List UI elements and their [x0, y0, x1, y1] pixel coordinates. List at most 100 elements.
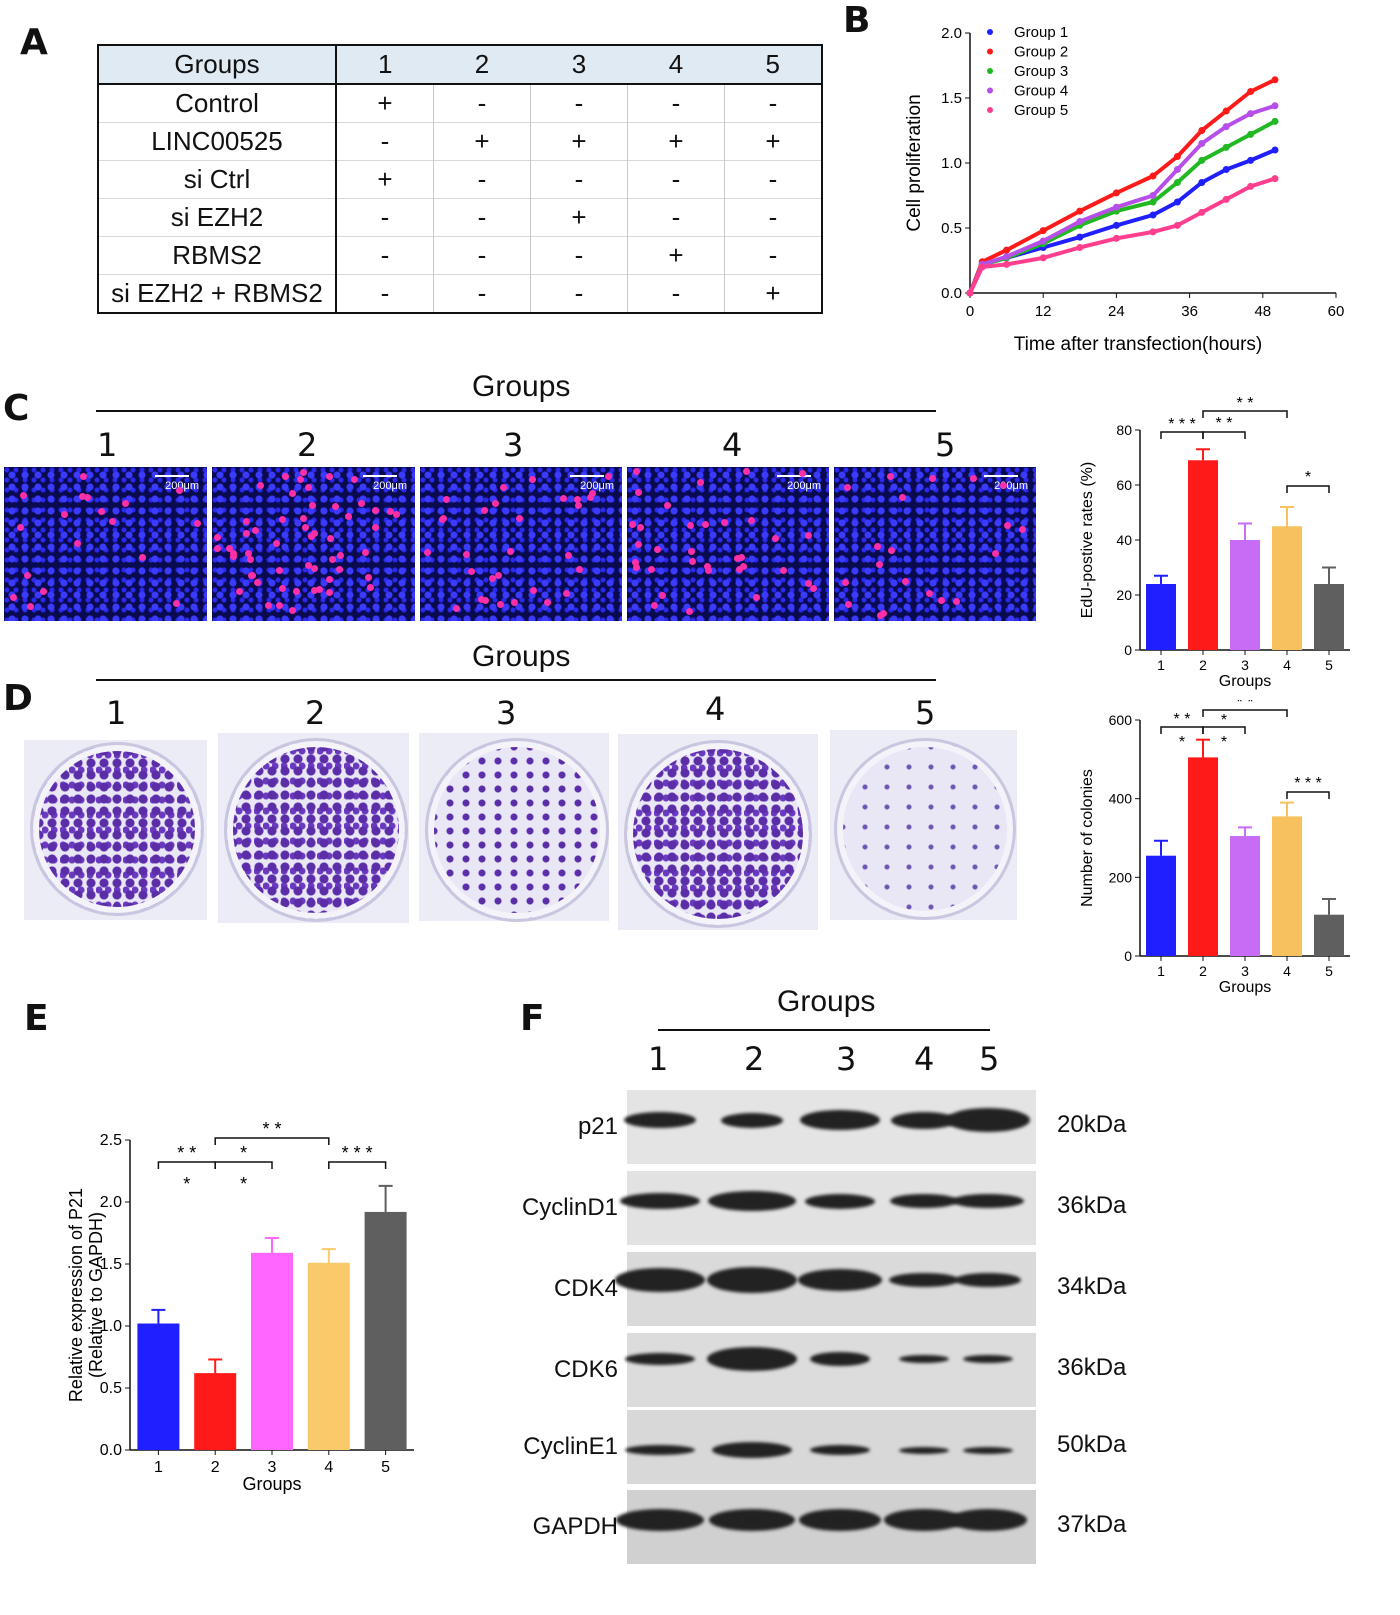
- edu-positive-nucleus: [276, 602, 283, 609]
- significance-label: *: [1221, 734, 1227, 751]
- blot-kda-label: 50kDa: [1057, 1431, 1127, 1458]
- table-cell: -: [335, 198, 434, 237]
- edu-positive-nucleus: [511, 599, 518, 606]
- data-point: [1039, 254, 1047, 262]
- edu-positive-nucleus: [265, 602, 272, 609]
- table-header-cell: Groups: [98, 45, 337, 84]
- scale-bar-label: 200μm: [787, 480, 821, 492]
- edu-positive-nucleus: [1004, 522, 1011, 529]
- edu-positive-nucleus: [810, 585, 817, 592]
- data-point: [1198, 179, 1206, 186]
- table-cell: -: [433, 84, 531, 123]
- x-tick-label: 5: [1325, 657, 1333, 673]
- edu-positive-nucleus: [74, 540, 81, 547]
- group-number: 3: [496, 694, 517, 732]
- edu-positive-nucleus: [845, 601, 852, 608]
- legend-label: Group 4: [1014, 83, 1068, 100]
- data-point: [1076, 244, 1084, 251]
- table-cell: +: [627, 122, 725, 161]
- significance-label: *: [240, 1143, 247, 1163]
- data-point: [1173, 221, 1181, 229]
- x-axis-label: Groups: [242, 1474, 301, 1494]
- data-point: [1198, 140, 1206, 147]
- table-cell: -: [627, 84, 725, 123]
- table-cell: -: [627, 198, 725, 237]
- edu-positive-nucleus: [516, 515, 523, 522]
- blot-strip: [615, 1252, 1036, 1326]
- bar: [307, 1262, 350, 1450]
- groups-title-c: Groups: [472, 370, 571, 403]
- table-cell: +: [335, 84, 434, 123]
- treatment-table: Groups 1 2 3 4 5 Control + - - - - LINC00525- +…: [97, 44, 823, 314]
- data-point: [1039, 227, 1047, 235]
- significance-bracket: [1202, 726, 1246, 734]
- blot-strip: [625, 1410, 1036, 1484]
- edu-positive-nucleus: [651, 602, 658, 609]
- edu-positive-nucleus: [372, 524, 379, 531]
- table-header-cell: 4: [668, 49, 684, 79]
- blot-band: [800, 1110, 880, 1130]
- edu-positive-nucleus: [139, 554, 146, 561]
- significance-bracket: [214, 1161, 273, 1169]
- table-cell: -: [335, 122, 434, 161]
- group-number: 1: [97, 426, 118, 464]
- edu-positive-nucleus: [587, 494, 594, 501]
- edu-positive-nucleus: [440, 515, 447, 522]
- edu-positive-nucleus: [252, 527, 259, 534]
- edu-positive-nucleus: [697, 479, 704, 486]
- blot-band: [625, 1353, 695, 1365]
- table-cell: -: [530, 274, 628, 313]
- scale-bar-label: 200μm: [373, 480, 407, 492]
- y-tick-label: 200: [1109, 869, 1133, 885]
- x-tick-label: 3: [268, 1459, 277, 1476]
- table-cell: +: [530, 198, 628, 237]
- edu-positive-nucleus: [633, 564, 640, 571]
- group-number: 5: [935, 426, 956, 464]
- blot-kda-label: 36kDa: [1057, 1192, 1127, 1219]
- significance-bracket: [1160, 726, 1204, 734]
- blot-band: [721, 1112, 783, 1128]
- table-row-label: RBMS2: [98, 236, 337, 275]
- edu-positive-nucleus: [899, 494, 906, 501]
- edu-positive-nucleus: [560, 495, 567, 502]
- edu-positive-nucleus: [654, 546, 661, 553]
- group-number: 3: [503, 426, 524, 464]
- bar: [1230, 540, 1260, 650]
- edu-positive-nucleus: [497, 601, 504, 608]
- edu-positive-nucleus: [888, 547, 895, 554]
- y-tick-label: 80: [1116, 422, 1132, 438]
- significance-label: *: [1305, 469, 1311, 486]
- edu-positive-nucleus: [876, 561, 883, 568]
- y-axis-label: Cell proliferation: [904, 94, 925, 231]
- blot-band: [810, 1445, 870, 1455]
- data-point: [1039, 237, 1047, 245]
- edu-positive-nucleus: [24, 572, 31, 579]
- edu-positive-nucleus: [311, 530, 318, 537]
- significance-bracket: [1286, 485, 1330, 493]
- table-cell: -: [433, 198, 531, 237]
- edu-positive-nucleus: [659, 592, 666, 599]
- data-point: [1173, 166, 1181, 173]
- table-cell: +: [627, 236, 725, 275]
- edu-positive-nucleus: [507, 548, 514, 555]
- blot-strip: [616, 1490, 1036, 1564]
- y-tick-label: 0.5: [100, 1380, 122, 1397]
- blot-strip: [620, 1171, 1036, 1245]
- significance-label: * *: [177, 1143, 196, 1163]
- blot-band: [884, 1509, 964, 1531]
- data-point: [1173, 198, 1181, 206]
- significance-bracket: [1202, 431, 1246, 439]
- y-tick-label: 600: [1109, 712, 1133, 728]
- edu-positive-nucleus: [424, 549, 431, 556]
- edu-positive-nucleus: [648, 566, 655, 573]
- edu-positive-nucleus: [358, 500, 365, 507]
- edu-positive-nucleus: [1000, 482, 1007, 489]
- colony-plate-5: [834, 738, 1016, 920]
- blot-band: [625, 1445, 695, 1455]
- edu-positive-nucleus: [970, 475, 977, 482]
- y-tick-label: 2.0: [941, 25, 962, 42]
- blot-band: [952, 1194, 1024, 1208]
- blot-kda-label: 36kDa: [1057, 1354, 1127, 1381]
- blot-band: [899, 1446, 949, 1454]
- edu-positive-nucleus: [311, 587, 318, 594]
